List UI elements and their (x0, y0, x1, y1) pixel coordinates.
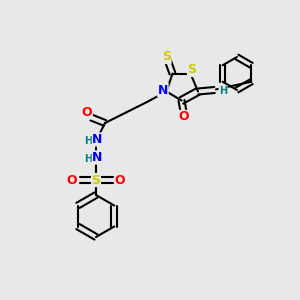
Text: N: N (92, 151, 103, 164)
Text: N: N (158, 83, 168, 97)
Text: O: O (178, 110, 189, 124)
Text: H: H (84, 136, 93, 146)
Text: N: N (92, 133, 103, 146)
Text: S: S (162, 50, 171, 64)
Text: S: S (92, 173, 100, 187)
Text: H: H (84, 154, 93, 164)
Text: O: O (115, 173, 125, 187)
Text: O: O (67, 173, 77, 187)
Text: S: S (188, 63, 196, 76)
Text: O: O (82, 106, 92, 119)
Text: H: H (219, 86, 227, 96)
